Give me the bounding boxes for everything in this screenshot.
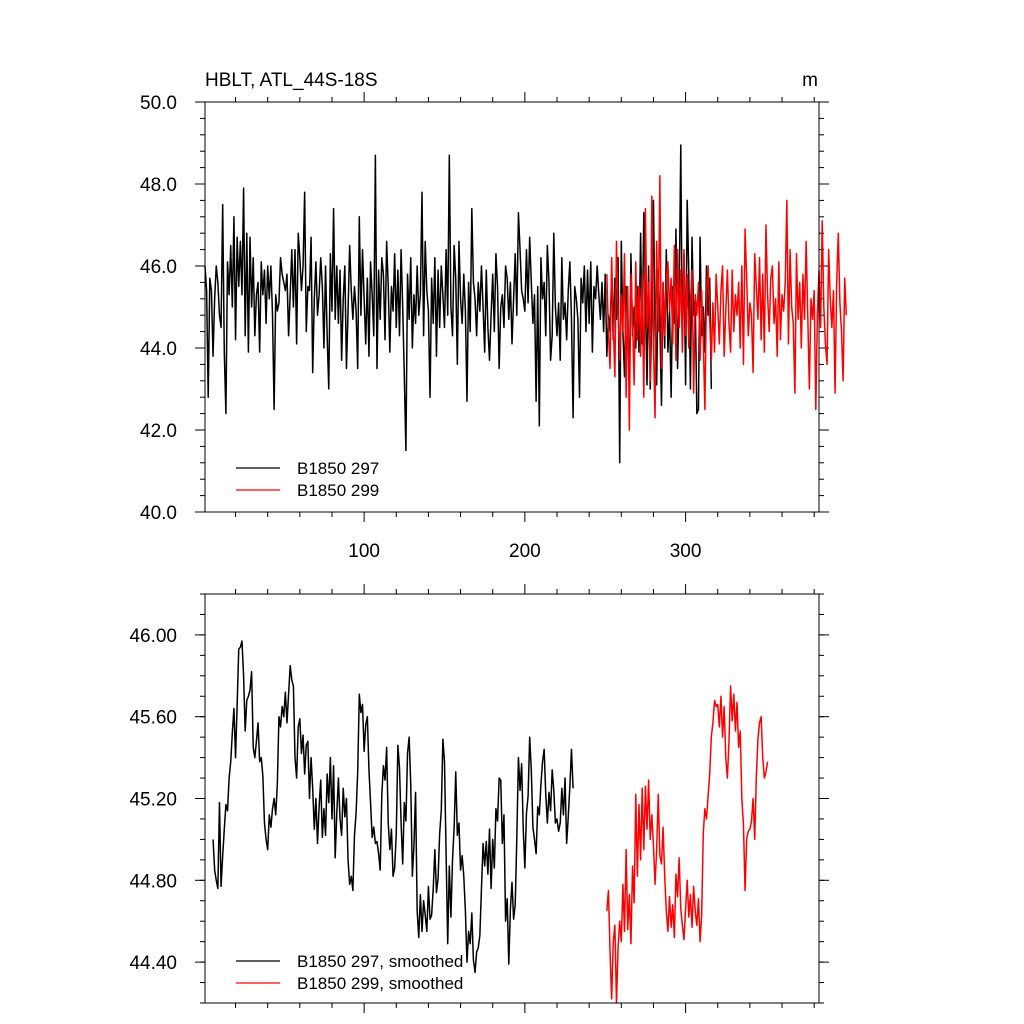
y-tick-label: 44.40 — [129, 953, 177, 974]
top-plot-frame — [204, 101, 820, 513]
top-legend: B1850 297 B1850 299 — [236, 459, 379, 500]
y-tick-label: 50.0 — [140, 93, 177, 114]
y-tick-label: 48.0 — [140, 175, 177, 196]
series-line-b1850-297 — [212, 640, 574, 974]
y-tick-label: 42.0 — [140, 421, 177, 442]
bottom-axis-ticks — [195, 584, 829, 1013]
panel-title: HBLT, ATL_44S-18S — [205, 70, 378, 91]
legend-label: B1850 299, smoothed — [297, 974, 463, 993]
bottom-panel: 44.40 44.80 45.20 45.60 46.00 B1850 297, smo… — [129, 584, 829, 1013]
bottom-plot-frame — [204, 593, 820, 1004]
y-tick-label: 45.60 — [129, 708, 177, 729]
units-label: m — [802, 70, 818, 91]
y-tick-label: 44.80 — [129, 871, 177, 892]
y-tick-label: 46.0 — [140, 257, 177, 278]
top-x-tick-labels: 100 200 300 — [348, 541, 701, 562]
x-tick-label: 100 — [348, 541, 380, 562]
x-tick-label: 200 — [509, 541, 541, 562]
bottom-series-lines — [212, 640, 769, 1004]
legend-label: B1850 297 — [297, 459, 379, 478]
top-panel: HBLT, ATL_44S-18S m 40.0 42.0 44.0 46.0 48.0… — [140, 70, 848, 562]
y-tick-label: 44.0 — [140, 339, 177, 360]
bottom-y-tick-labels: 44.40 44.80 45.20 45.60 46.00 — [129, 626, 177, 974]
y-tick-label: 40.0 — [140, 503, 177, 524]
y-tick-label: 45.20 — [129, 790, 177, 811]
x-tick-label: 300 — [670, 541, 702, 562]
top-y-tick-labels: 40.0 42.0 44.0 46.0 48.0 50.0 — [140, 93, 177, 524]
y-tick-label: 46.00 — [129, 626, 177, 647]
top-series-lines — [204, 144, 848, 464]
legend-label: B1850 297, smoothed — [297, 952, 463, 971]
series-line-b1850-299 — [606, 685, 769, 1004]
bottom-legend: B1850 297, smoothed B1850 299, smoothed — [236, 952, 463, 993]
series-line-b1850-299 — [606, 175, 848, 431]
legend-label: B1850 299 — [297, 481, 379, 500]
